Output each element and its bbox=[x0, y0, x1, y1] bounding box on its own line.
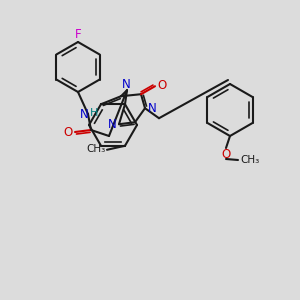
Text: N: N bbox=[148, 102, 156, 115]
Text: O: O bbox=[221, 148, 231, 161]
Text: N: N bbox=[122, 78, 130, 91]
Text: O: O bbox=[158, 79, 166, 92]
Text: O: O bbox=[63, 125, 73, 139]
Text: N: N bbox=[108, 118, 116, 131]
Text: F: F bbox=[75, 28, 81, 40]
Text: CH₃: CH₃ bbox=[86, 144, 106, 154]
Text: CH₃: CH₃ bbox=[240, 155, 260, 165]
Text: H: H bbox=[90, 108, 98, 118]
Text: N: N bbox=[80, 109, 88, 122]
